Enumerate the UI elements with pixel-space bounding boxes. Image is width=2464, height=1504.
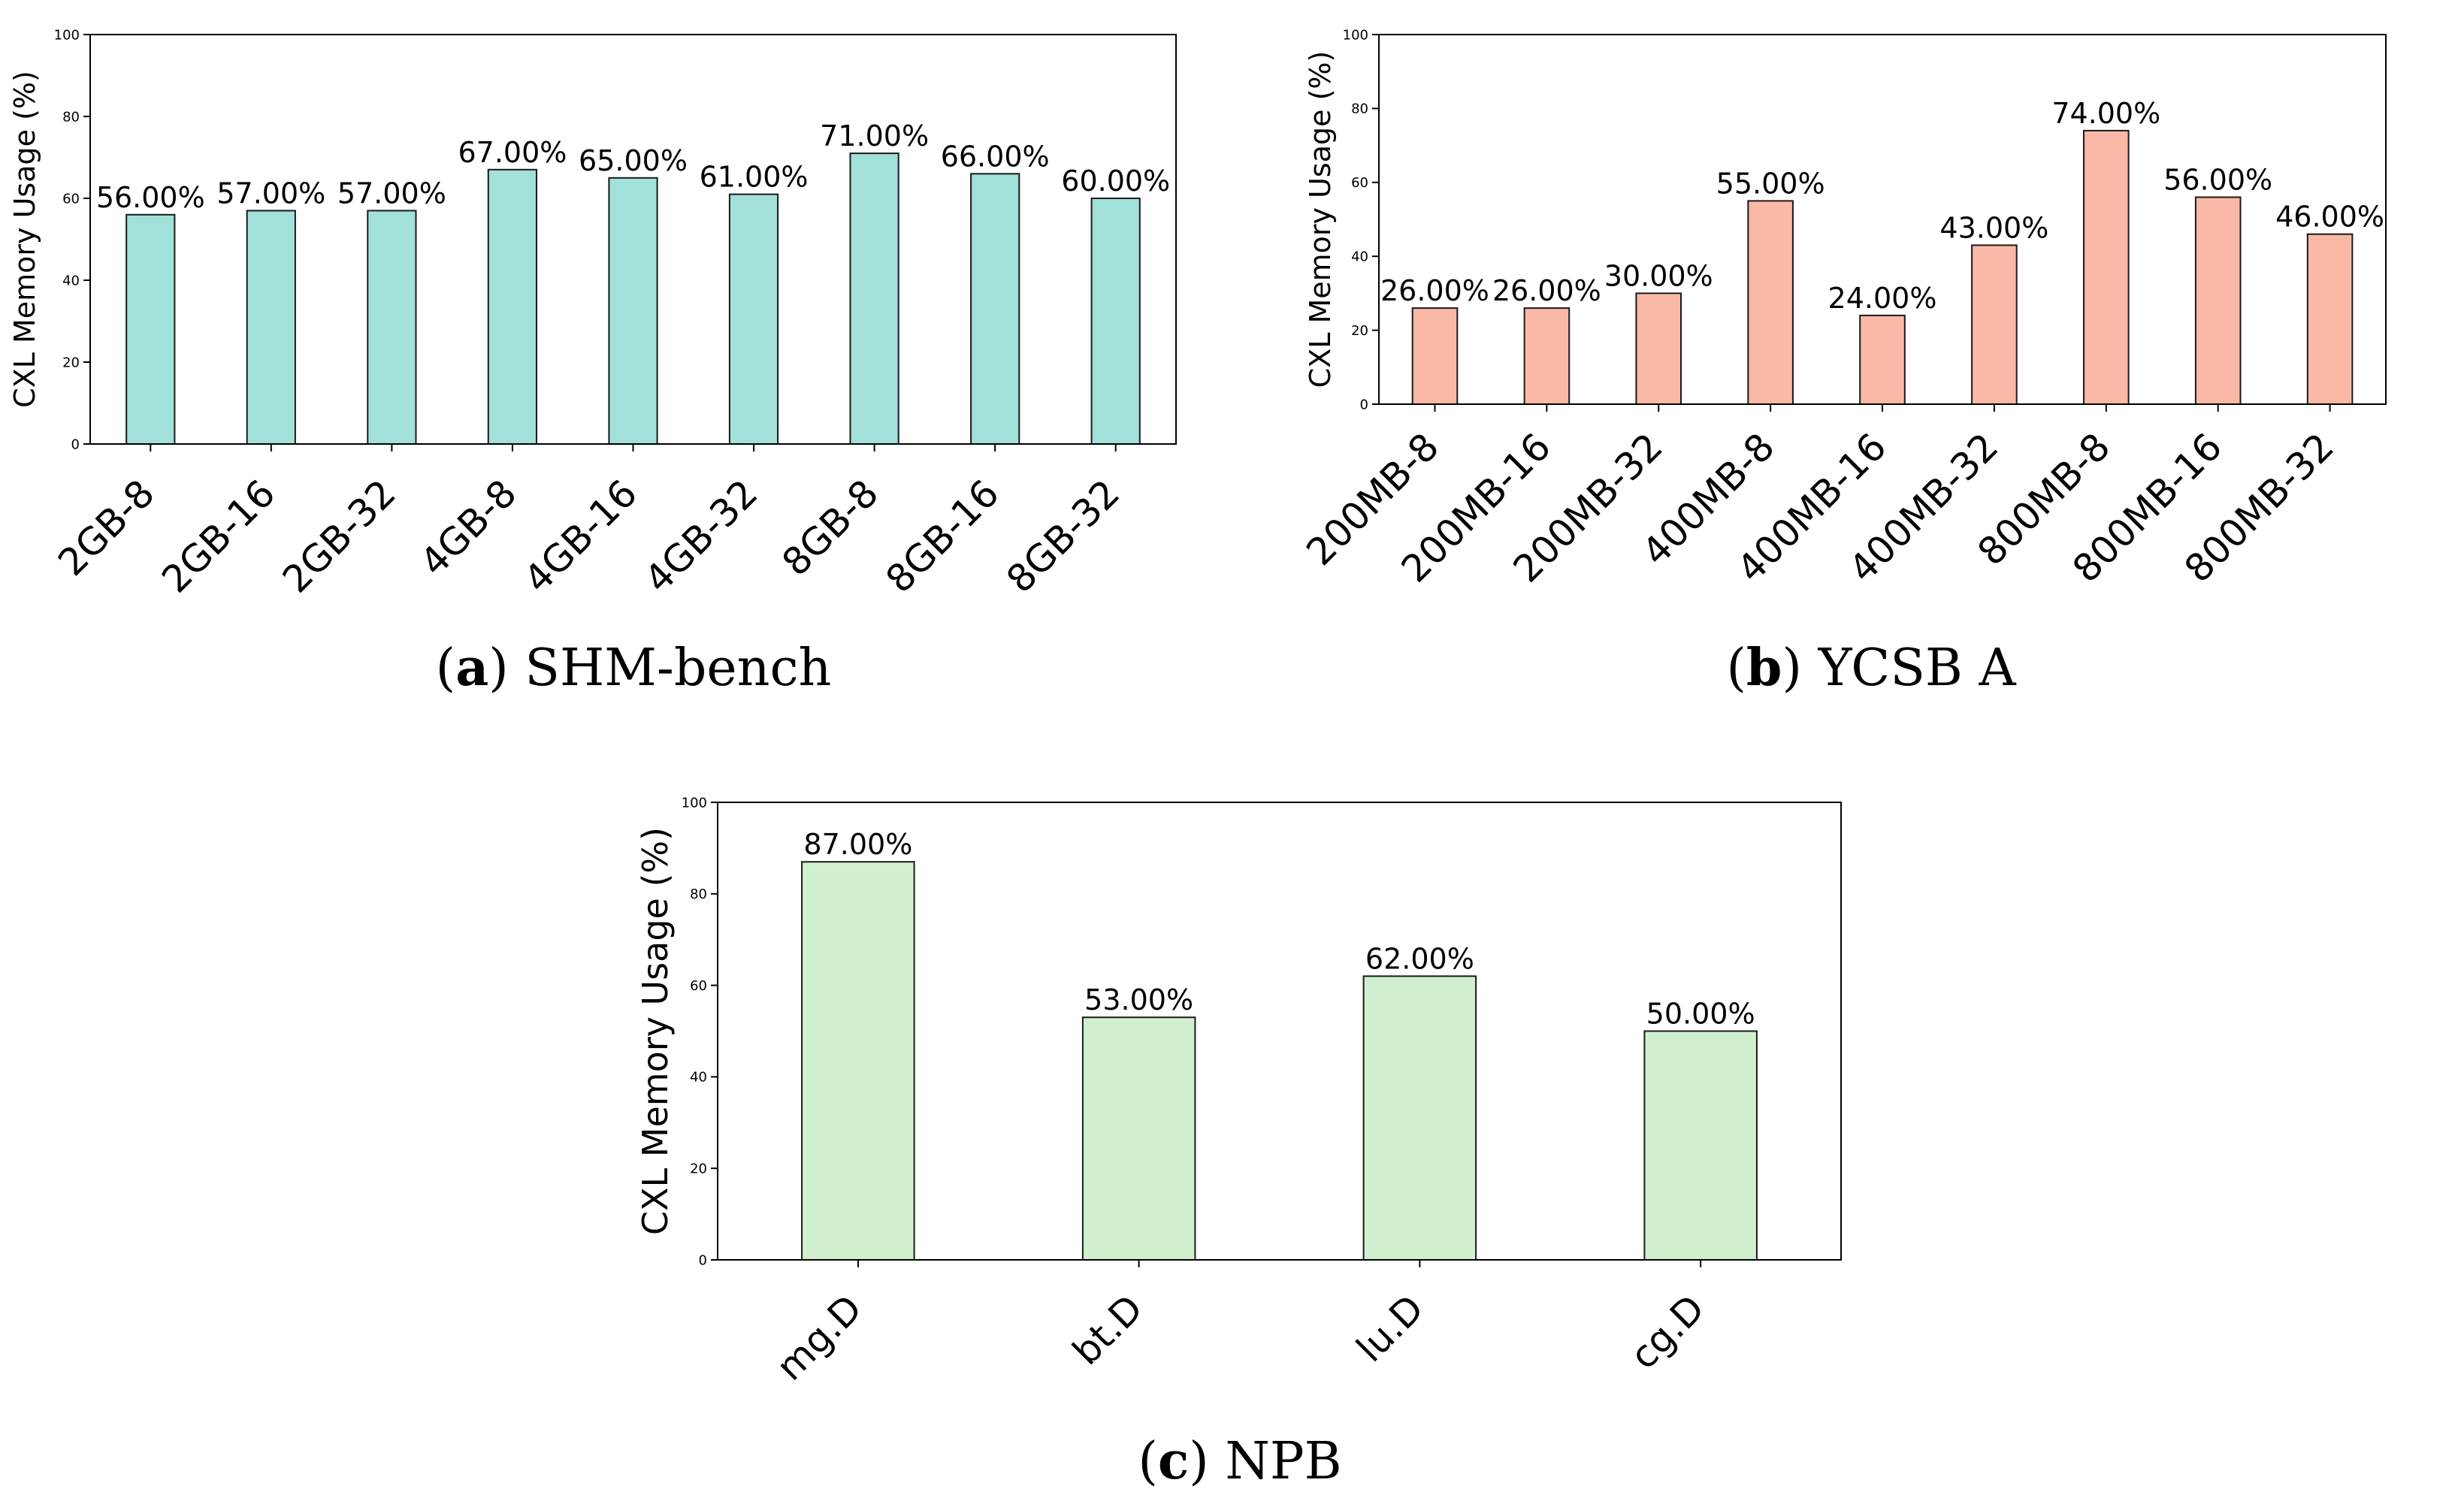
data-label: 57.00% <box>216 177 325 210</box>
data-label: 26.00% <box>1380 274 1489 307</box>
data-label: 46.00% <box>2275 201 2384 234</box>
bar-800MB-8 <box>2083 129 2130 405</box>
caption: (a) SHM-bench <box>436 638 832 698</box>
x-tick-label: 8GB-32 <box>998 471 1128 601</box>
x-tick-label: 4GB-8 <box>412 471 525 584</box>
x-tick-label: 2GB-16 <box>153 471 283 601</box>
caption-paren-open: ( <box>1726 639 1746 698</box>
y-tick-label: 0 <box>1360 397 1368 412</box>
y-tick-label: 40 <box>62 273 80 288</box>
bar-800MB-16 <box>2194 196 2242 405</box>
y-tick-label: 40 <box>690 1070 707 1086</box>
y-axis-label: CXL Memory Usage (%) <box>1304 51 1337 388</box>
bar-cg.D <box>1643 1030 1758 1261</box>
data-label: 71.00% <box>820 119 929 153</box>
y-tick-label: 60 <box>690 978 707 994</box>
y-tick-label: 0 <box>699 1252 707 1268</box>
y-tick-label: 80 <box>62 109 80 125</box>
x-tick-label: bt.D <box>1064 1286 1151 1373</box>
bar-bt.D <box>1081 1016 1196 1261</box>
y-tick-label: 20 <box>1351 323 1368 339</box>
caption-letter: c <box>1158 1431 1189 1491</box>
bar-4GB-8 <box>487 168 537 445</box>
bar-4GB-32 <box>728 193 779 445</box>
bar-8GB-8 <box>849 153 899 445</box>
data-label: 56.00% <box>96 181 205 214</box>
data-label: 50.00% <box>1646 998 1755 1031</box>
y-tick-label: 0 <box>71 436 80 452</box>
x-tick-label: 8GB-16 <box>878 471 1008 601</box>
bar-800MB-32 <box>2306 233 2354 406</box>
x-tick-label: cg.D <box>1622 1286 1713 1377</box>
y-tick-label: 100 <box>1343 27 1368 43</box>
bar-2GB-8 <box>125 213 176 445</box>
x-tick-label: 2GB-8 <box>50 471 162 584</box>
data-label: 43.00% <box>1939 211 2048 244</box>
data-label: 61.00% <box>700 161 809 194</box>
bar-200MB-32 <box>1635 292 1682 405</box>
data-label: 74.00% <box>2051 97 2160 130</box>
y-tick-label: 60 <box>1351 175 1368 191</box>
y-tick-label: 40 <box>1351 249 1368 265</box>
data-label: 65.00% <box>579 144 688 177</box>
caption-letter: b <box>1746 638 1782 698</box>
x-tick-label: lu.D <box>1348 1286 1432 1370</box>
data-label: 66.00% <box>941 140 1050 173</box>
data-label: 26.00% <box>1492 274 1601 307</box>
data-label: 53.00% <box>1084 983 1193 1016</box>
caption-text: ) NPB <box>1189 1432 1341 1491</box>
bar-8GB-32 <box>1090 198 1141 445</box>
bar-2GB-16 <box>246 210 296 445</box>
y-axis-label: CXL Memory Usage (%) <box>635 827 676 1235</box>
x-tick-label: mg.D <box>768 1286 870 1388</box>
y-tick-label: 100 <box>682 795 707 811</box>
bar-200MB-16 <box>1523 307 1571 406</box>
y-tick-label: 20 <box>62 355 80 370</box>
caption: (b) YCSB A <box>1726 638 2016 698</box>
bar-400MB-16 <box>1859 314 1906 405</box>
bar-4GB-16 <box>608 177 658 445</box>
data-label: 30.00% <box>1604 259 1713 292</box>
bar-8GB-16 <box>970 173 1020 445</box>
x-tick-label: 2GB-32 <box>274 471 404 601</box>
caption-paren-open: ( <box>1138 1432 1158 1491</box>
y-tick-label: 20 <box>690 1161 707 1177</box>
x-tick-label: 4GB-32 <box>636 471 766 601</box>
data-label: 67.00% <box>458 136 567 169</box>
y-axis-label: CXL Memory Usage (%) <box>8 71 41 408</box>
plot-frame <box>717 802 1842 1261</box>
bar-200MB-8 <box>1411 307 1459 406</box>
bar-2GB-32 <box>367 210 417 445</box>
y-tick-label: 100 <box>54 27 80 43</box>
x-tick-label: 4GB-16 <box>515 471 645 601</box>
bar-lu.D <box>1362 975 1477 1261</box>
data-label: 60.00% <box>1061 165 1170 198</box>
y-tick-label: 80 <box>1351 101 1368 117</box>
y-tick-label: 80 <box>690 886 707 902</box>
data-label: 24.00% <box>1828 282 1937 315</box>
caption-paren-open: ( <box>436 639 456 698</box>
caption-text: ) SHM-bench <box>488 639 831 698</box>
data-label: 56.00% <box>2163 163 2272 196</box>
x-tick-label: 8GB-8 <box>774 471 887 584</box>
caption-text: ) YCSB A <box>1782 639 2016 698</box>
data-label: 62.00% <box>1365 942 1474 975</box>
chart-c: 0 20 40 60 80 100 CXL Memory Usage (%) mg.D bt.D… <box>635 795 1842 1491</box>
data-label: 87.00% <box>803 828 912 861</box>
bar-400MB-8 <box>1747 200 1794 405</box>
data-label: 57.00% <box>337 177 446 210</box>
data-label: 55.00% <box>1716 167 1825 200</box>
y-tick-label: 60 <box>62 191 80 207</box>
caption-letter: a <box>455 638 488 698</box>
bar-mg.D <box>801 861 915 1261</box>
bar-400MB-32 <box>1971 244 2018 405</box>
caption: (c) NPB <box>1138 1431 1341 1491</box>
